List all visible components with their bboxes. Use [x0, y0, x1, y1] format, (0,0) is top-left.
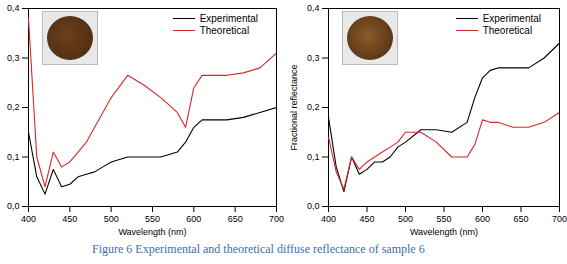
svg-text:550: 550 — [145, 214, 160, 224]
svg-text:0,1: 0,1 — [307, 152, 320, 162]
svg-text:0,3: 0,3 — [7, 53, 20, 63]
svg-text:500: 500 — [104, 214, 119, 224]
html-text:Theoretical: Theoretical — [482, 24, 533, 36]
html-text:Experimental: Experimental — [482, 12, 541, 24]
svg-text:550: 550 — [436, 214, 451, 224]
svg-text:0,4: 0,4 — [7, 3, 20, 13]
svg-text:450: 450 — [359, 214, 374, 224]
svg-text:0,0: 0,0 — [307, 201, 320, 211]
svg-text:400: 400 — [21, 214, 36, 224]
svg-text:0,1: 0,1 — [7, 152, 20, 162]
svg-text:500: 500 — [398, 214, 413, 224]
svg-text:0,3: 0,3 — [307, 53, 320, 63]
svg-text:Wavelength (nm): Wavelength (nm) — [410, 227, 478, 237]
svg-text:Wavelength (nm): Wavelength (nm) — [118, 227, 186, 237]
svg-text:600: 600 — [186, 214, 201, 224]
svg-text:0,2: 0,2 — [307, 102, 320, 112]
html-text:Theoretical: Theoretical — [199, 24, 250, 36]
svg-text:700: 700 — [552, 214, 567, 224]
html-text:Experimental: Experimental — [199, 12, 258, 24]
svg-text:650: 650 — [228, 214, 243, 224]
svg-text:700: 700 — [269, 214, 284, 224]
svg-text:Fractional reflectance: Fractional reflectance — [289, 64, 299, 150]
svg-text:400: 400 — [321, 214, 336, 224]
svg-text:650: 650 — [513, 214, 528, 224]
svg-text:0,4: 0,4 — [307, 3, 320, 13]
svg-text:0,0: 0,0 — [7, 201, 20, 211]
svg-text:600: 600 — [475, 214, 490, 224]
svg-text:0,2: 0,2 — [7, 102, 20, 112]
html-text:Figure 6 Experimental and theo: Figure 6 Experimental and theoretical di… — [92, 242, 425, 256]
svg-text:450: 450 — [62, 214, 77, 224]
